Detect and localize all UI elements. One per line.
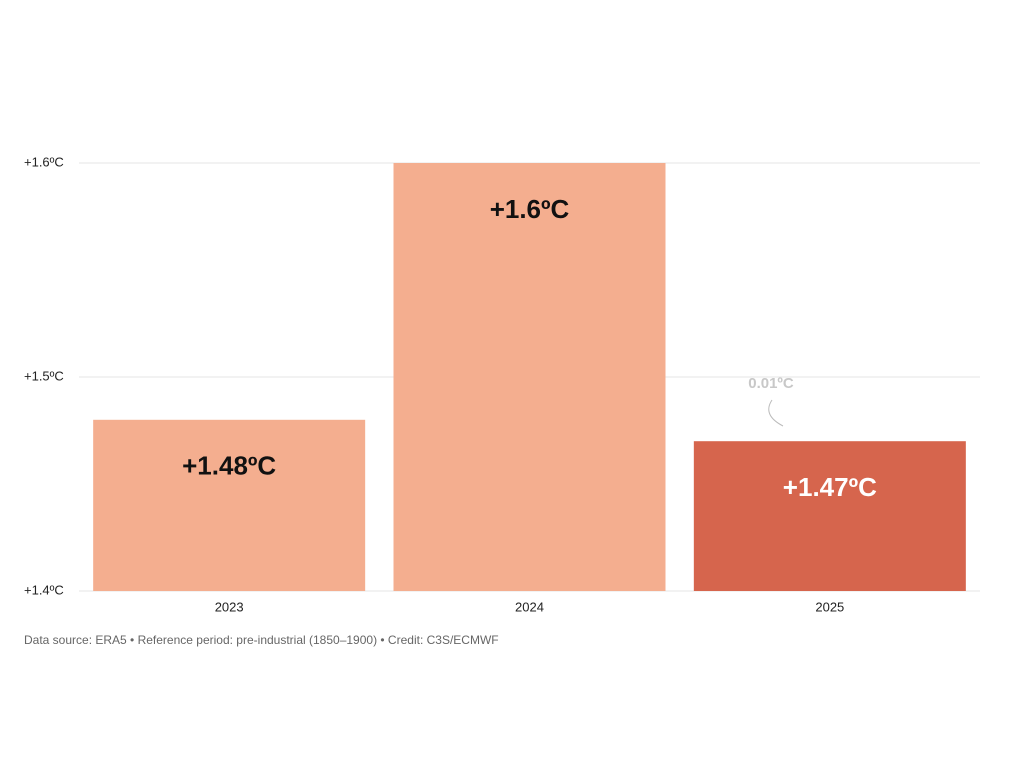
y-tick-label: +1.5ºC xyxy=(24,368,64,383)
value-label: +1.48ºC xyxy=(182,451,276,481)
source-note: Data source: ERA5 • Reference period: pr… xyxy=(24,633,499,647)
value-label: +1.6ºC xyxy=(490,194,570,224)
bar xyxy=(693,441,966,591)
bar xyxy=(393,163,666,591)
x-tick-label: 2024 xyxy=(515,599,544,614)
value-label: +1.47ºC xyxy=(783,472,877,502)
y-tick-label: +1.6ºC xyxy=(24,154,64,169)
bar xyxy=(93,419,366,591)
x-tick-label: 2023 xyxy=(215,599,244,614)
annotation-line xyxy=(768,399,784,427)
y-tick-label: +1.4ºC xyxy=(24,582,64,597)
x-tick-label: 2025 xyxy=(815,599,844,614)
annotation: 0.01ºC xyxy=(748,375,794,392)
